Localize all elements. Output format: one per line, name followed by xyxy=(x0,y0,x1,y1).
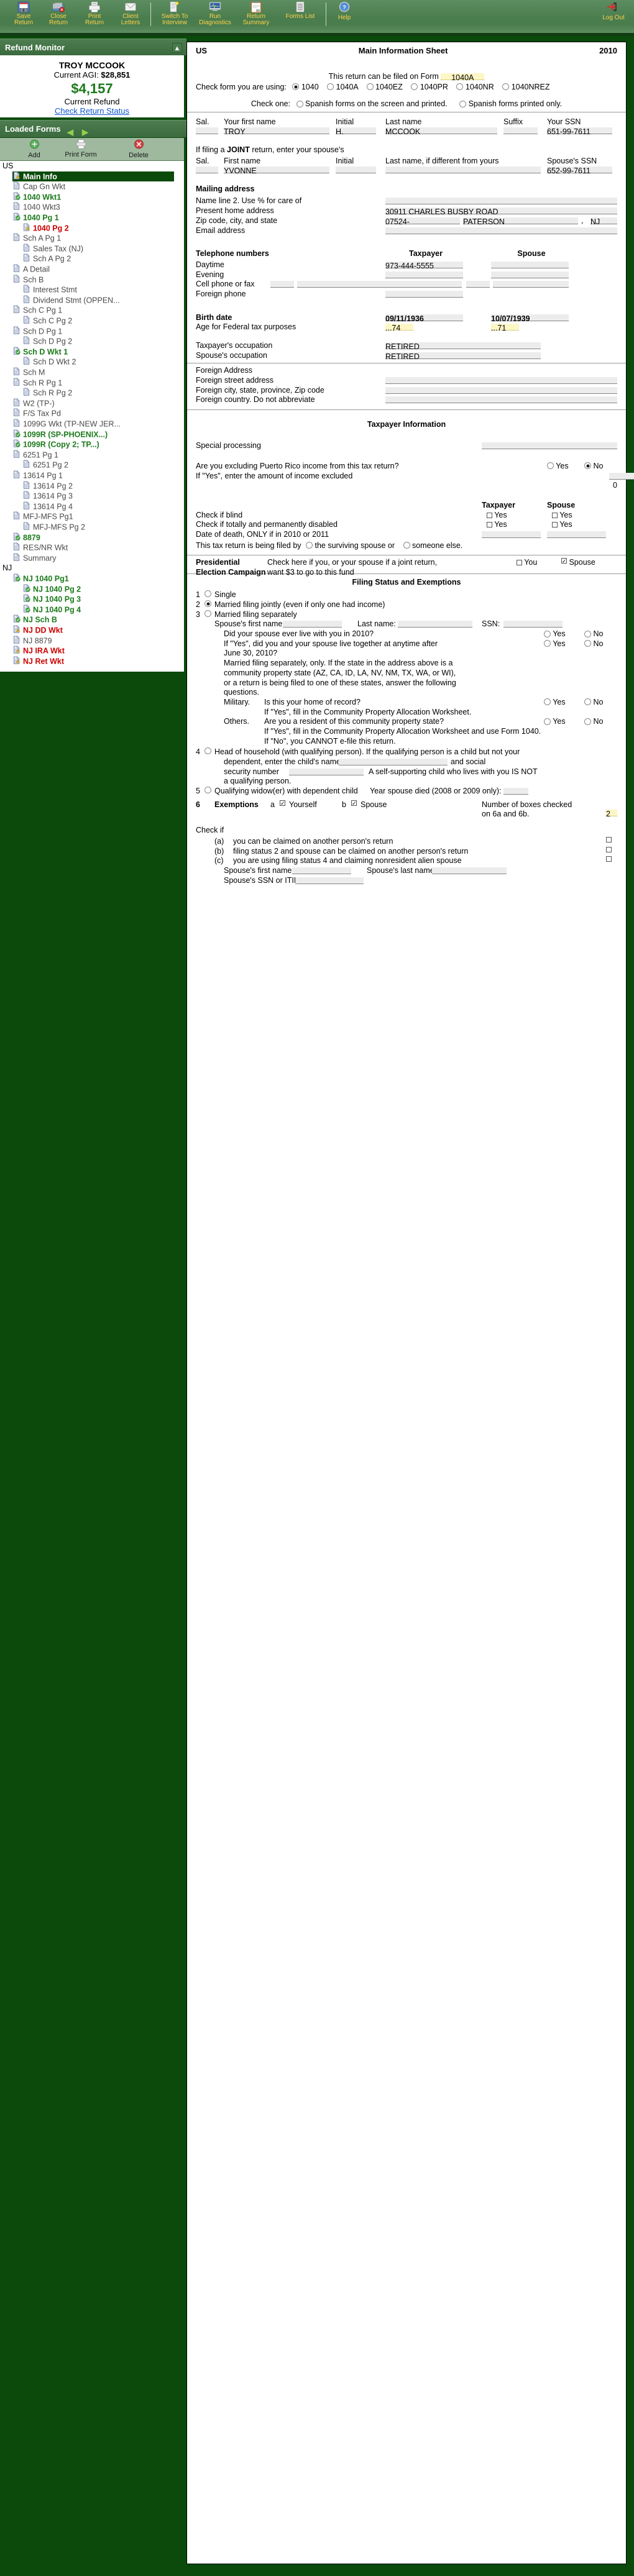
svg-text:?: ? xyxy=(342,4,346,11)
